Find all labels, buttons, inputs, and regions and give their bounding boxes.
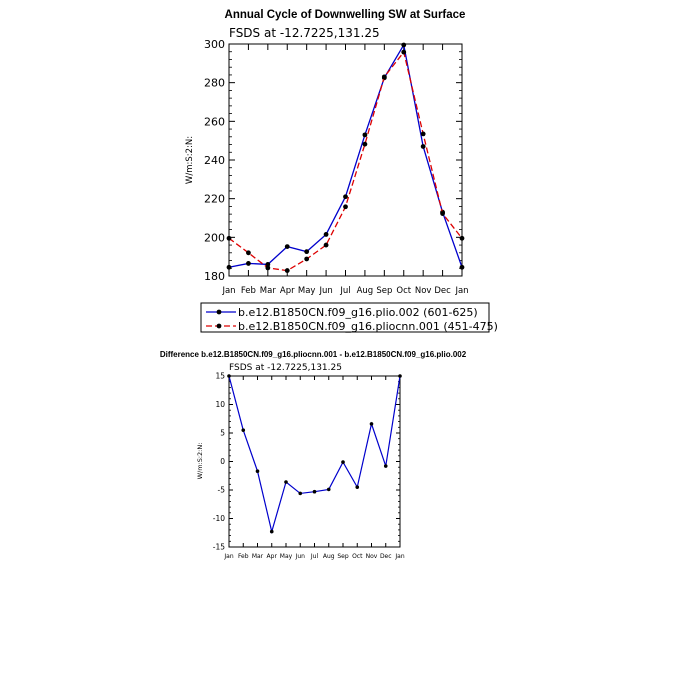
y-tick-label: -5	[218, 486, 226, 495]
x-tick-label: Apr	[280, 286, 295, 296]
series-1-point	[284, 268, 290, 273]
x-tick-label: Sep	[376, 286, 392, 296]
series-1-point	[226, 235, 232, 241]
y-tick-label: 220	[204, 193, 225, 206]
series-0-point	[369, 422, 374, 426]
chart1-axes: 180 200 220 240 260 280 300 Jan Feb Mar Apr May Jun J…	[204, 38, 469, 296]
y-tick-label: 280	[204, 77, 225, 90]
x-tick-label: Jun	[295, 553, 306, 560]
annual-cycle-chart: Annual Cycle of Downwelling SW at Surfac…	[185, 9, 498, 333]
series-0-point	[362, 132, 368, 138]
x-tick-label: Sep	[337, 553, 349, 560]
chart1-legend: b.e12.B1850CN.f09_g16.plio.002 (601-625)…	[200, 302, 498, 333]
x-tick-label: Feb	[238, 553, 249, 560]
x-tick-label: Jan	[223, 553, 233, 560]
y-tick-label: 15	[215, 372, 225, 381]
series-1-point	[381, 74, 387, 80]
series-0-point	[269, 529, 274, 534]
x-tick-label: Jan	[394, 553, 404, 560]
series-0-point	[420, 144, 426, 149]
x-tick-label: Nov	[366, 553, 378, 560]
series-0-point	[265, 262, 271, 267]
series-0-point	[398, 374, 402, 378]
x-tick-label: May	[280, 553, 293, 560]
series-1-point	[440, 211, 445, 216]
y-tick-label: 240	[204, 154, 225, 167]
chart2-title: Difference b.e12.B1850CN.f09_g16.pliocnn…	[160, 350, 467, 359]
legend-marker-1	[216, 323, 222, 329]
series-0-point	[241, 428, 246, 432]
series-0-point	[304, 249, 310, 255]
series-1-point	[323, 242, 329, 248]
chart2-subtitle: FSDS at -12.7225,131.25	[229, 363, 342, 373]
x-tick-label: Feb	[241, 286, 256, 296]
x-tick-label: Oct	[352, 553, 363, 560]
y-tick-label: -15	[213, 543, 225, 552]
series-1-point	[343, 204, 348, 210]
series-0-point	[246, 261, 251, 266]
series-1-point	[246, 250, 251, 256]
x-tick-label: Oct	[396, 286, 411, 296]
series-1-point	[304, 256, 310, 262]
x-tick-label: Jul	[310, 553, 319, 560]
y-tick-label: 5	[220, 429, 225, 438]
x-tick-label: Mar	[260, 286, 277, 296]
x-tick-label: May	[298, 286, 316, 296]
chart1-ylabel: W/m:S:2:N:	[185, 136, 195, 184]
series-0-point	[383, 464, 388, 468]
series-1-point	[362, 141, 368, 147]
chart2-ylabel: W/m:S:2:N:	[196, 443, 204, 480]
series-1-point	[401, 49, 407, 55]
x-tick-label: Dec	[434, 286, 451, 296]
series-0-point	[284, 480, 288, 484]
x-tick-label: Aug	[357, 286, 374, 296]
y-tick-label: 0	[220, 457, 225, 466]
series-0-point	[227, 374, 231, 378]
x-tick-label: Nov	[415, 286, 432, 296]
series-1-point	[459, 235, 465, 241]
series-0-point	[323, 232, 329, 237]
series-0-line	[228, 375, 401, 534]
series-0-point	[341, 460, 345, 464]
x-tick-label: Jun	[318, 286, 332, 296]
series-1-point	[420, 131, 426, 137]
legend-label-0: b.e12.B1850CN.f09_g16.plio.002 (601-625)	[238, 306, 478, 319]
x-tick-label: Jan	[221, 286, 235, 296]
series-0-point	[355, 485, 360, 489]
chart1-marks	[226, 42, 465, 273]
legend-marker-0	[216, 309, 222, 315]
series-0-point	[326, 487, 331, 492]
series-0-point	[255, 469, 260, 473]
legend-box	[200, 302, 490, 333]
series-0-point	[459, 264, 465, 270]
y-tick-label: 200	[204, 231, 225, 244]
series-1-point	[265, 265, 271, 271]
x-tick-label: Mar	[252, 553, 264, 560]
y-tick-label: 260	[204, 115, 225, 128]
series-0-point	[312, 489, 317, 494]
difference-chart: Difference b.e12.B1850CN.f09_g16.pliocnn…	[160, 350, 467, 560]
chart2-marks	[227, 374, 402, 534]
y-tick-label: 300	[204, 38, 225, 51]
x-tick-label: Jul	[339, 286, 350, 296]
y-tick-label: 10	[215, 400, 225, 409]
y-tick-label: -10	[213, 514, 225, 523]
series-0-line	[228, 43, 463, 268]
x-tick-label: Apr	[267, 553, 278, 560]
x-tick-label: Aug	[323, 553, 335, 560]
series-0-point	[284, 244, 290, 250]
legend-label-1: b.e12.B1850CN.f09_g16.pliocnn.001 (451-4…	[238, 320, 498, 333]
chart1-subtitle: FSDS at -12.7225,131.25	[229, 26, 380, 40]
series-0-point	[298, 491, 303, 496]
chart2-axes: -15 -10 -5 0 5 10 15 Jan Feb Mar Apr May Jun Jul Aug Se…	[213, 372, 405, 560]
series-0-point	[226, 264, 232, 270]
series-0-point	[343, 194, 348, 200]
chart1-title: Annual Cycle of Downwelling SW at Surfac…	[225, 9, 466, 21]
y-tick-label: 180	[204, 270, 225, 283]
x-tick-label: Dec	[380, 553, 392, 560]
series-0-point	[401, 42, 407, 48]
x-tick-label: Jan	[454, 286, 468, 296]
